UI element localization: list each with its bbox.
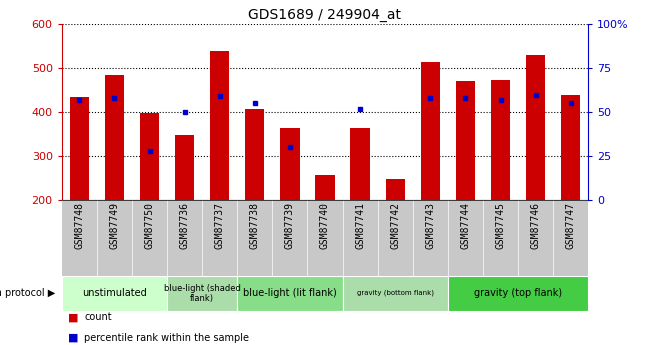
Text: GSM87737: GSM87737: [214, 203, 225, 249]
Bar: [343, 276, 448, 310]
Text: GSM87745: GSM87745: [495, 203, 506, 249]
Text: GSM87743: GSM87743: [425, 203, 436, 249]
Text: GSM87744: GSM87744: [460, 203, 471, 249]
Text: growth protocol ▶: growth protocol ▶: [0, 288, 55, 298]
Bar: [491, 80, 510, 200]
Bar: [456, 81, 475, 200]
Bar: [561, 95, 580, 200]
Text: GSM87741: GSM87741: [355, 203, 365, 249]
Text: GSM87749: GSM87749: [109, 203, 120, 249]
Bar: [175, 135, 194, 200]
Text: gravity (top flank): gravity (top flank): [474, 288, 562, 298]
Bar: [280, 128, 300, 200]
Bar: [62, 276, 167, 310]
Bar: [421, 62, 440, 200]
Text: GSM87739: GSM87739: [285, 203, 295, 249]
Bar: [167, 276, 237, 310]
Text: GSM87750: GSM87750: [144, 203, 155, 249]
Bar: [350, 128, 370, 200]
Bar: [105, 75, 124, 200]
Bar: [140, 114, 159, 200]
Text: count: count: [84, 313, 112, 322]
Bar: [315, 175, 335, 200]
Text: GSM87748: GSM87748: [74, 203, 85, 249]
Text: GSM87738: GSM87738: [250, 203, 260, 249]
Text: GSM87742: GSM87742: [390, 203, 400, 249]
Bar: [245, 109, 265, 200]
Bar: [385, 179, 405, 200]
Bar: [237, 276, 343, 310]
Text: blue-light (shaded
flank): blue-light (shaded flank): [164, 284, 240, 303]
Bar: [70, 97, 89, 200]
Bar: [526, 55, 545, 200]
Text: GSM87736: GSM87736: [179, 203, 190, 249]
Text: percentile rank within the sample: percentile rank within the sample: [84, 333, 250, 343]
Text: gravity (bottom flank): gravity (bottom flank): [357, 290, 434, 296]
Text: GSM87746: GSM87746: [530, 203, 541, 249]
Title: GDS1689 / 249904_at: GDS1689 / 249904_at: [248, 8, 402, 22]
Text: ■: ■: [68, 333, 83, 343]
Text: GSM87740: GSM87740: [320, 203, 330, 249]
Text: GSM87747: GSM87747: [566, 203, 576, 249]
Bar: [210, 51, 229, 200]
Text: blue-light (lit flank): blue-light (lit flank): [243, 288, 337, 298]
Text: ■: ■: [68, 313, 83, 322]
Text: unstimulated: unstimulated: [82, 288, 147, 298]
Bar: [448, 276, 588, 310]
